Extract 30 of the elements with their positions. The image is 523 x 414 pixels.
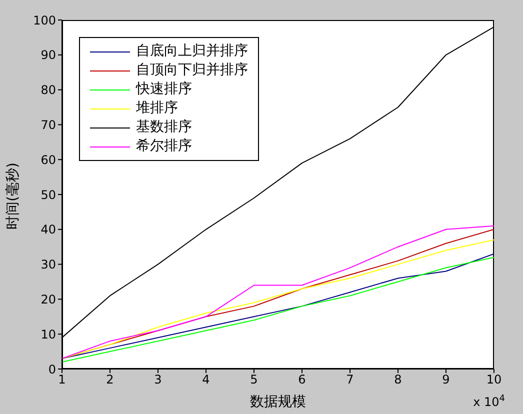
x-tick-label: 9 <box>442 372 450 387</box>
y-tick-label: 0 <box>48 362 56 376</box>
y-tick-label: 20 <box>40 292 56 306</box>
text: x 10$^{4}$ <box>473 394 506 409</box>
y-tick-label: 80 <box>40 83 56 98</box>
legend-label: 自顶向下归并排序 <box>136 61 248 80</box>
x-tick-label: 4 <box>202 372 210 387</box>
x-tick-label: 7 <box>346 372 354 387</box>
legend-label: 快速排序 <box>136 80 192 99</box>
y-tick-label: 100 <box>33 13 56 28</box>
y-axis-title: 时间(毫秒) <box>4 162 21 230</box>
legend-label: 希尔排序 <box>136 137 192 156</box>
y-tick-label: 30 <box>40 258 56 272</box>
legend-label: 堆排序 <box>136 99 178 118</box>
x-tick-label: 3 <box>154 372 162 387</box>
legend-label: 自底向上归并排序 <box>136 42 248 61</box>
legend-label: 基数排序 <box>136 118 192 137</box>
y-tick-label: 60 <box>40 152 56 167</box>
y-tick-label: 90 <box>40 48 56 62</box>
y-tick-label: 70 <box>40 118 56 132</box>
x-axis-title: 数据规模 <box>250 394 306 410</box>
x-tick-label: 5 <box>250 372 258 387</box>
x-tick-label: 8 <box>394 372 402 387</box>
x-tick-label: 6 <box>298 372 306 387</box>
y-tick-label: 40 <box>40 222 56 237</box>
x-tick-label: 1 <box>58 372 66 387</box>
y-tick-label: 50 <box>40 188 56 202</box>
x-tick-label: 2 <box>106 372 114 387</box>
y-tick-label: 10 <box>40 327 56 342</box>
x-tick-label: 10 <box>486 372 502 387</box>
